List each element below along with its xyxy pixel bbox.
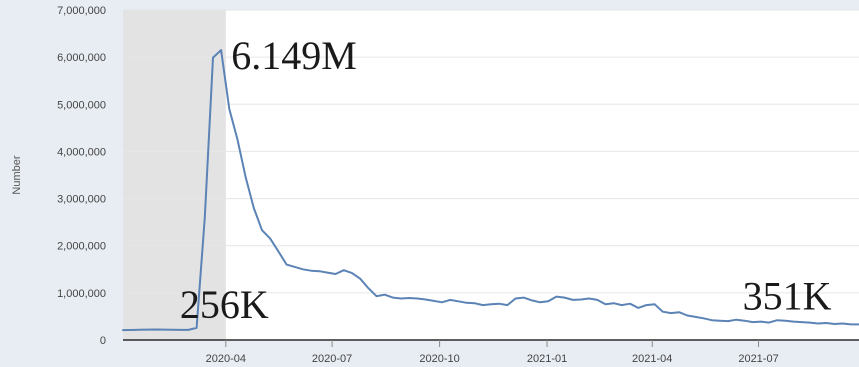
value-annotation: 6.149M (231, 33, 357, 78)
y-tick-label: 5,000,000 (57, 99, 106, 111)
x-tick-label: 2020-07 (312, 353, 352, 365)
annotations: 6.149M 256K 351K (180, 33, 832, 327)
x-tick-label: 2021-07 (738, 353, 778, 365)
y-axis-label: Number (11, 155, 23, 194)
value-annotation: 256K (180, 282, 269, 327)
x-tick-label: 2021-01 (527, 353, 567, 365)
y-tick-label: 7,000,000 (57, 5, 106, 17)
y-axis: 0 1,000,000 2,000,000 3,000,000 4,000,000 5,0… (57, 5, 106, 347)
x-tick-label: 2020-10 (419, 353, 459, 365)
y-tick-label: 0 (100, 335, 106, 347)
y-tick-label: 6,000,000 (57, 52, 106, 64)
x-axis: 2020-04 2020-07 2020-10 2021-01 2021-04 2021-… (123, 339, 859, 365)
y-tick-label: 4,000,000 (57, 146, 106, 158)
y-tick-label: 1,000,000 (57, 288, 106, 300)
y-tick-label: 3,000,000 (57, 194, 106, 206)
y-tick-label: 2,000,000 (57, 241, 106, 253)
x-tick-label: 2020-04 (206, 353, 246, 365)
value-annotation: 351K (743, 273, 832, 318)
gridlines (123, 9, 859, 294)
shaded-region (123, 10, 226, 340)
series-line (122, 49, 859, 332)
x-tick-label: 2021-04 (632, 353, 672, 365)
